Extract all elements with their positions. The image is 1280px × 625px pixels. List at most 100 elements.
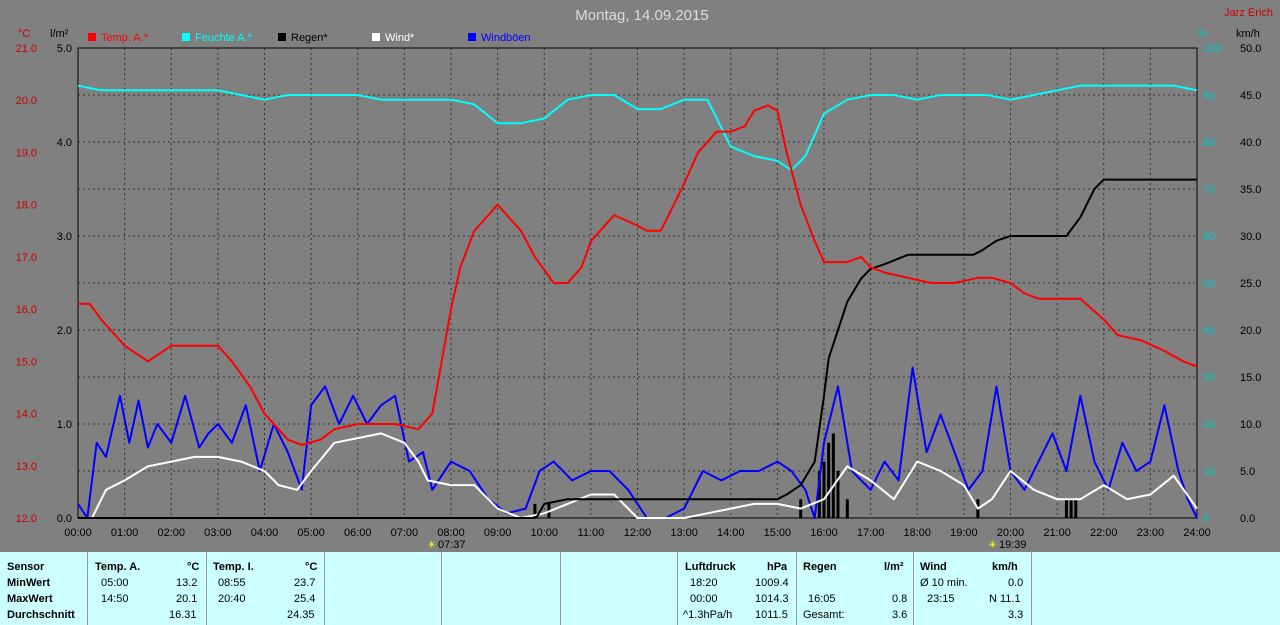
stats-temp-i-max-time: 20:40 [218, 593, 246, 605]
stats-pressure-title: Luftdruck [685, 561, 736, 573]
x-tick-label: 21:00 [1043, 527, 1071, 539]
legend-item-temp: Temp. A.* [88, 32, 149, 44]
x-tick-label: 10:00 [530, 527, 558, 539]
legend-item-humidity: Feuchte A.* [182, 32, 253, 44]
stats-temp-i-title: Temp. I. [213, 561, 254, 573]
stats-temp-a-min: 13.2 [176, 577, 198, 589]
stats-rain-total: 3.6 [892, 609, 908, 621]
wind-tick-label: 10.0 [1240, 419, 1261, 431]
legend-label-gusts: Windböen [481, 32, 531, 44]
series-line-3 [78, 432, 1198, 519]
legend-label-rain: Regen* [291, 32, 328, 44]
x-tick-label: 13:00 [670, 527, 698, 539]
rain-bar [831, 433, 835, 518]
humidity-tick-label: 100 [1203, 43, 1221, 55]
temp-tick-label: 12.0 [16, 513, 37, 525]
temp-tick-label: 13.0 [16, 461, 37, 473]
stats-rain-unit: l/m² [884, 561, 904, 573]
stats-temp-i-max: 25.4 [294, 593, 316, 605]
x-tick-label: 16:00 [810, 527, 838, 539]
stats-temp-a-avg: 16.31 [169, 609, 197, 621]
legend-item-rain: Regen* [278, 32, 328, 44]
wind-tick-label: 0.0 [1240, 513, 1255, 525]
x-tick-label: 18:00 [903, 527, 931, 539]
legend-swatch-humidity [182, 33, 190, 41]
humidity-tick-label: 40 [1203, 325, 1215, 337]
series-line-0 [78, 104, 1198, 446]
wind-tick-label: 30.0 [1240, 231, 1261, 243]
humidity-tick-label: 30 [1203, 372, 1215, 384]
stats-temp-a-max-time: 14:50 [101, 593, 129, 605]
right-axis-ticks: 0 10 20 30 40 50 60 70 80 90 100 0.0 5.0 10.0 15.0 20.0… [1203, 43, 1261, 525]
sunset-time: 19:39 [999, 539, 1027, 551]
stats-row-min: MinWert [7, 577, 51, 589]
stats-wind-title: Wind [920, 561, 947, 573]
rain-tick-label: 0.0 [57, 513, 72, 525]
series-layer [77, 84, 1198, 519]
stats-wind-min: 0.0 [1008, 577, 1024, 589]
temp-tick-label: 18.0 [16, 200, 37, 212]
rain-bar [1074, 499, 1078, 518]
unit-left-temp: °C [18, 28, 30, 40]
x-tick-label: 07:00 [391, 527, 419, 539]
stats-rain-max: 0.8 [892, 593, 908, 605]
stats-temp-a-min-time: 05:00 [101, 577, 129, 589]
rain-tick-label: 4.0 [57, 137, 72, 149]
x-tick-label: 24:00 [1183, 527, 1211, 539]
humidity-tick-label: 70 [1203, 184, 1215, 196]
stats-rain-max-time: 16:05 [808, 593, 836, 605]
stats-temp-i-avg: 24.35 [287, 609, 315, 621]
stats-temp-i-min: 23.7 [294, 577, 316, 589]
stats-wind-max: N 11.1 [989, 593, 1021, 605]
stats-temp-a-unit: °C [187, 561, 200, 573]
rain-tick-label: 1.0 [57, 419, 72, 431]
temp-tick-label: 21.0 [16, 43, 37, 55]
date-title: Montag, 14.09.2015 [575, 7, 708, 24]
x-tick-label: 02:00 [157, 527, 185, 539]
stats-temp-i-unit: °C [305, 561, 318, 573]
x-tick-label: 15:00 [764, 527, 792, 539]
stats-row-avg: Durchschnitt [7, 609, 75, 621]
stats-pressure-avg: 1011.5 [755, 609, 788, 621]
temp-tick-label: 16.0 [16, 304, 37, 316]
rain-tick-label: 2.0 [57, 325, 72, 337]
unit-right-humidity: % [1198, 28, 1208, 40]
stats-pressure-trend: ^1.3hPa/h [683, 609, 733, 621]
humidity-tick-label: 20 [1203, 419, 1215, 431]
humidity-tick-label: 90 [1203, 90, 1215, 102]
rain-bar [845, 499, 849, 518]
sunrise-icon: ☀ [427, 540, 436, 551]
weather-chart: 12.0 13.0 14.0 15.0 16.0 17.0 18.0 19.0 20.0 21.0… [15, 7, 1273, 551]
rain-bar [836, 471, 840, 518]
unit-right-wind: km/h [1236, 28, 1260, 40]
x-tick-label: 23:00 [1137, 527, 1165, 539]
wind-tick-label: 50.0 [1240, 43, 1261, 55]
legend: Temp. A.* Feuchte A.* Regen* Wind* Windb… [88, 32, 531, 44]
x-axis-ticks: 00:00 01:00 02:00 03:00 04:00 05:00 06:00 07:00… [64, 527, 1211, 539]
legend-swatch-gusts [468, 33, 476, 41]
sunset-icon: ☀ [988, 540, 997, 551]
stats-wind-avg: 3.3 [1008, 609, 1024, 621]
temp-tick-label: 20.0 [16, 95, 37, 107]
humidity-tick-label: 50 [1203, 278, 1215, 290]
temp-tick-label: 15.0 [16, 356, 37, 368]
legend-swatch-temp [88, 33, 96, 41]
series-line-4 [77, 366, 1198, 519]
x-tick-label: 00:00 [64, 527, 92, 539]
rain-bar [1064, 499, 1068, 518]
x-tick-label: 03:00 [204, 527, 232, 539]
legend-item-gusts: Windböen [468, 32, 531, 44]
x-tick-label: 14:00 [717, 527, 745, 539]
x-tick-label: 11:00 [578, 527, 605, 539]
legend-swatch-rain [278, 33, 286, 41]
stats-wind-max-time: 23:15 [927, 593, 955, 605]
wind-tick-label: 40.0 [1240, 137, 1261, 149]
stats-rain-title: Regen [803, 561, 837, 573]
rain-bar [817, 471, 821, 518]
sunrise-marker: ☀ 07:37 [427, 539, 466, 551]
temp-tick-label: 17.0 [16, 252, 37, 264]
x-tick-label: 05:00 [297, 527, 325, 539]
x-tick-label: 20:00 [997, 527, 1025, 539]
rain-tick-label: 5.0 [57, 43, 72, 55]
stats-pressure-min-time: 18:20 [690, 577, 718, 589]
